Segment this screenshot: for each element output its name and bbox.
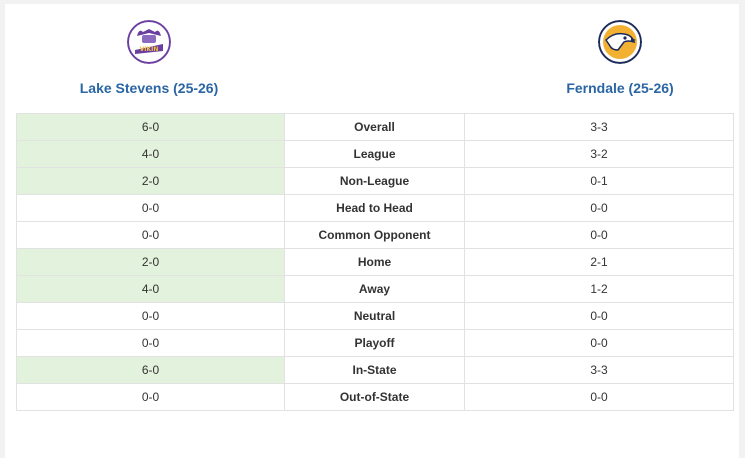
- left-team-record: 4-0: [16, 275, 285, 303]
- right-team-record: 2-1: [464, 248, 734, 276]
- left-team-record: 0-0: [16, 221, 285, 249]
- left-team-record: 2-0: [16, 248, 285, 276]
- team-right: Ferndale (25-26): [525, 20, 715, 96]
- table-row: 4-0 League 3-2: [16, 140, 734, 168]
- right-team-record: 0-0: [464, 329, 734, 357]
- left-team-record: 0-0: [16, 302, 285, 330]
- table-row: 6-0 In-State 3-3: [16, 356, 734, 384]
- category-label: Head to Head: [284, 194, 465, 222]
- golden-eagles-logo-icon[interactable]: [598, 20, 642, 64]
- vikings-logo-icon[interactable]: VIKIN: [127, 20, 171, 64]
- left-team-record: 0-0: [16, 194, 285, 222]
- right-team-record: 0-0: [464, 221, 734, 249]
- left-team-record: 6-0: [16, 113, 285, 141]
- table-row: 0-0 Head to Head 0-0: [16, 194, 734, 222]
- left-team-record: 6-0: [16, 356, 285, 384]
- right-team-record: 3-3: [464, 113, 734, 141]
- category-label: Home: [284, 248, 465, 276]
- category-label: Common Opponent: [284, 221, 465, 249]
- table-row: 4-0 Away 1-2: [16, 275, 734, 303]
- comparison-card: VIKIN Lake Stevens (25-26) Ferndale (25-…: [5, 4, 739, 458]
- table-row: 2-0 Home 2-1: [16, 248, 734, 276]
- team-left-name[interactable]: Lake Stevens (25-26): [79, 80, 219, 96]
- left-team-record: 2-0: [16, 167, 285, 195]
- table-row: 0-0 Playoff 0-0: [16, 329, 734, 357]
- category-label: Playoff: [284, 329, 465, 357]
- category-label: League: [284, 140, 465, 168]
- table-row: 6-0 Overall 3-3: [16, 113, 734, 141]
- team-right-name[interactable]: Ferndale (25-26): [566, 80, 674, 96]
- right-team-record: 0-0: [464, 194, 734, 222]
- svg-text:VIKIN: VIKIN: [140, 46, 159, 53]
- table-row: 0-0 Out-of-State 0-0: [16, 383, 734, 411]
- right-team-record: 0-1: [464, 167, 734, 195]
- right-team-record: 3-3: [464, 356, 734, 384]
- category-label: Out-of-State: [284, 383, 465, 411]
- left-team-record: 4-0: [16, 140, 285, 168]
- table-row: 2-0 Non-League 0-1: [16, 167, 734, 195]
- right-team-record: 0-0: [464, 383, 734, 411]
- table-row: 0-0 Neutral 0-0: [16, 302, 734, 330]
- table-row: 0-0 Common Opponent 0-0: [16, 221, 734, 249]
- category-label: In-State: [284, 356, 465, 384]
- right-team-record: 1-2: [464, 275, 734, 303]
- left-team-record: 0-0: [16, 383, 285, 411]
- right-team-record: 3-2: [464, 140, 734, 168]
- right-team-record: 0-0: [464, 302, 734, 330]
- category-label: Non-League: [284, 167, 465, 195]
- category-label: Overall: [284, 113, 465, 141]
- category-label: Neutral: [284, 302, 465, 330]
- team-left: VIKIN Lake Stevens (25-26): [65, 20, 233, 96]
- comparison-table: 6-0 Overall 3-3 4-0 League 3-2 2-0 Non-League 0-…: [16, 113, 734, 411]
- category-label: Away: [284, 275, 465, 303]
- left-team-record: 0-0: [16, 329, 285, 357]
